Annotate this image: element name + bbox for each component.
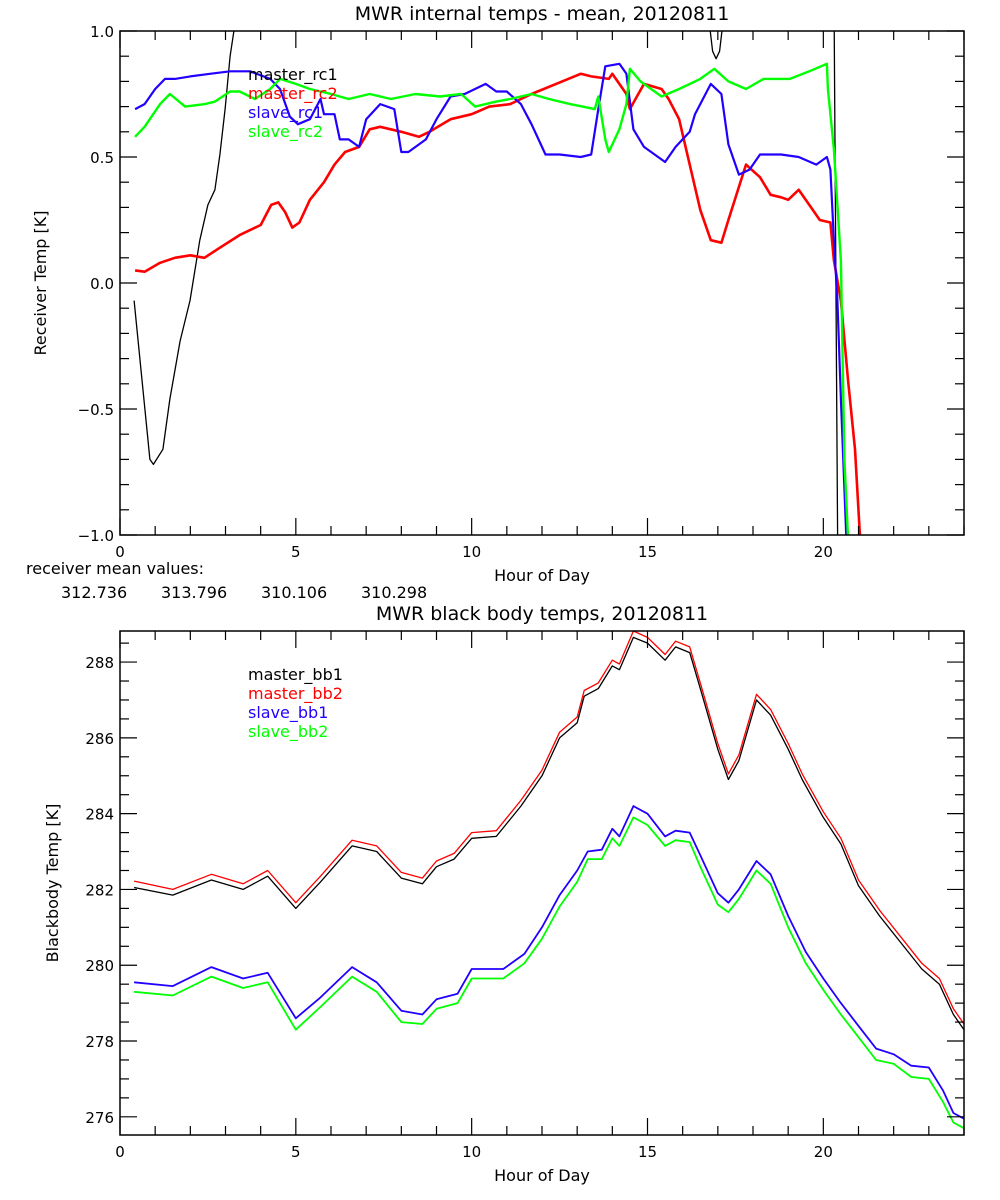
legend-item-master_rc2: master_rc2: [248, 84, 338, 104]
blackbody-temp-chart: MWR black body temps, 20120811 0 5 10 15 20 2…: [43, 603, 965, 1185]
y-axis-label: Receiver Temp [K]: [31, 210, 50, 355]
chart-title: MWR internal temps - mean, 20120811: [355, 3, 730, 25]
legend-item-slave_bb1: slave_bb1: [248, 703, 328, 723]
legend-item-master_rc1: master_rc1: [248, 65, 338, 85]
series-line-master_rc1: [133, 31, 839, 535]
x-tick-label: 20: [814, 1143, 833, 1161]
chart-title: MWR black body temps, 20120811: [376, 603, 708, 625]
annotation-label: receiver mean values:: [26, 559, 204, 578]
series-line-slave_rc2: [134, 62, 850, 535]
ticks-group: 0 5 10 15 20 −1.0 −0.5 0.0 0.5 1.0: [78, 23, 965, 561]
y-tick-label: 286: [85, 730, 114, 748]
x-tick-label: 15: [638, 543, 657, 561]
series-group: [133, 631, 964, 1129]
series-line-master_bb1: [133, 636, 964, 1031]
series-line-slave_bb2: [134, 816, 964, 1129]
x-tick-label: 15: [638, 1143, 657, 1161]
x-tick-label: 10: [462, 1143, 481, 1161]
mean-value: 310.106: [261, 583, 327, 602]
x-tick-label: 0: [115, 543, 125, 561]
y-tick-label: 280: [85, 957, 114, 975]
y-tick-label: 1.0: [90, 23, 114, 41]
x-tick-label: 20: [814, 543, 833, 561]
x-tick-label: 5: [291, 543, 301, 561]
y-tick-label: 284: [85, 806, 114, 824]
y-tick-label: 282: [85, 881, 114, 899]
mean-value: 312.736: [61, 583, 127, 602]
series-line-slave_rc1: [134, 62, 848, 535]
legend-item-slave_bb2: slave_bb2: [248, 722, 328, 742]
x-tick-label: 10: [462, 543, 481, 561]
legend-item-slave_rc1: slave_rc1: [248, 103, 323, 123]
legend-item-master_bb1: master_bb1: [248, 665, 343, 685]
series-line-master_bb2: [133, 631, 964, 1025]
mean-value: 313.796: [161, 583, 227, 602]
x-tick-label: 0: [115, 1143, 125, 1161]
receiver-temp-chart: MWR internal temps - mean, 20120811 0 5 10…: [26, 3, 965, 602]
mean-values: 312.736 313.796 310.106 310.298: [61, 583, 427, 602]
y-tick-label: 288: [85, 654, 114, 672]
ticks-group: 0 5 10 15 20 276 278 280 282 284 286 288: [85, 631, 965, 1161]
x-tick-label: 5: [291, 1143, 301, 1161]
legend-item-master_bb2: master_bb2: [248, 684, 343, 704]
series-group: [133, 31, 862, 535]
y-tick-label: 276: [85, 1109, 114, 1127]
plot-frame: [119, 630, 965, 1136]
y-tick-label: 0.5: [90, 149, 114, 167]
y-tick-label: −1.0: [78, 527, 114, 545]
x-axis-label: Hour of Day: [494, 566, 590, 585]
legend-item-slave_rc2: slave_rc2: [248, 122, 323, 142]
x-axis-label: Hour of Day: [494, 1166, 590, 1185]
y-axis-label: Blackbody Temp [K]: [43, 804, 62, 963]
mean-value: 310.298: [361, 583, 427, 602]
y-tick-label: 278: [85, 1033, 114, 1051]
y-tick-label: −0.5: [78, 401, 114, 419]
series-line-slave_bb1: [134, 805, 964, 1120]
series-line-master_rc2: [134, 72, 862, 535]
y-tick-label: 0.0: [90, 275, 114, 293]
